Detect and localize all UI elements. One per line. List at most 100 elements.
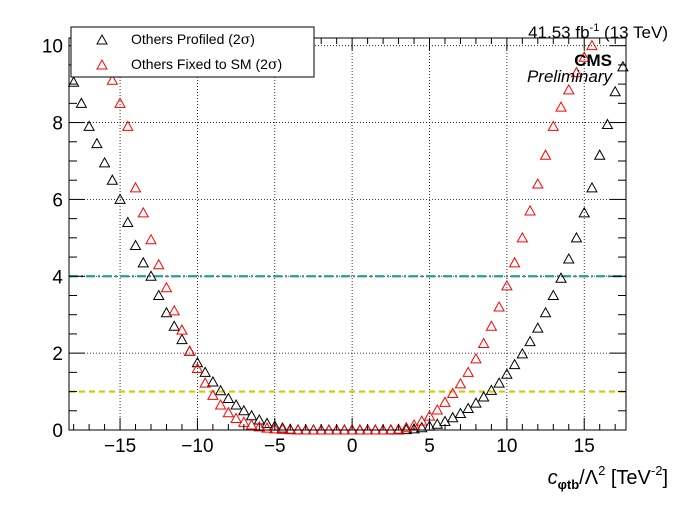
marker-series-0 [562, 252, 575, 264]
x-axis-title: cφtb/Λ2 [TeV-2] [548, 463, 668, 492]
series-markers [67, 39, 629, 435]
marker-series-0 [276, 422, 289, 433]
marker-series-0 [609, 85, 622, 97]
marker-series-1 [145, 233, 157, 245]
marker-series-1 [400, 421, 413, 433]
legend-label-fixed: Others Fixed to SM (2σ) [131, 56, 282, 73]
marker-series-0 [222, 392, 235, 403]
marker-series-0 [547, 289, 560, 300]
legend-label-profiled: Others Profiled (2σ) [131, 31, 255, 48]
marker-series-0 [516, 347, 529, 359]
marker-series-1 [284, 423, 297, 435]
marker-series-1 [454, 377, 467, 389]
marker-series-0 [83, 120, 95, 131]
y-tick-label: 10 [42, 37, 63, 58]
marker-series-0 [67, 76, 80, 87]
marker-series-0 [106, 174, 119, 185]
marker-series-1 [446, 387, 459, 398]
marker-series-1 [578, 51, 591, 62]
marker-series-0 [493, 377, 505, 388]
marker-series-1 [392, 423, 405, 434]
preliminary-label: Preliminary [527, 67, 614, 86]
marker-series-1 [183, 345, 196, 356]
marker-series-1 [137, 206, 150, 218]
marker-series-0 [508, 358, 521, 370]
x-tick-label: −10 [181, 436, 213, 457]
marker-series-1 [106, 74, 119, 85]
legend-box [70, 26, 315, 78]
marker-series-1 [439, 396, 451, 407]
marker-series-0 [555, 272, 567, 283]
marker-series-1 [222, 406, 235, 418]
marker-series-1 [493, 300, 505, 312]
marker-series-1 [384, 423, 397, 435]
marker-series-0 [129, 239, 142, 251]
grid-lines [69, 38, 626, 431]
y-tick-label: 6 [52, 190, 63, 211]
marker-series-1 [253, 420, 266, 432]
marker-series-1 [214, 398, 227, 410]
marker-series-0 [160, 306, 173, 318]
marker-series-1 [547, 120, 560, 131]
y-tick-label: 4 [52, 267, 63, 288]
marker-series-0 [191, 356, 204, 368]
marker-series-1 [199, 377, 212, 388]
y-tick-label: 0 [52, 421, 63, 442]
experiment-label: CMS [574, 51, 612, 70]
marker-series-1 [539, 149, 552, 160]
marker-series-1 [462, 366, 475, 377]
marker-series-0 [408, 422, 420, 434]
marker-series-0 [91, 137, 103, 149]
marker-series-1 [207, 389, 219, 400]
marker-series-1 [152, 258, 165, 270]
marker-series-0 [207, 375, 219, 387]
marker-series-0 [137, 256, 150, 268]
x-tick-label: 5 [424, 436, 435, 457]
marker-series-0 [98, 156, 111, 168]
legend-marker-fixed [96, 58, 108, 70]
legend: Others Profiled (2σ) Others Fixed to SM … [70, 26, 315, 78]
marker-series-1 [470, 352, 482, 364]
marker-series-0 [168, 320, 181, 331]
plot-frame [68, 37, 627, 431]
marker-series-1 [555, 101, 567, 112]
x-tick-label: 10 [496, 436, 517, 457]
marker-series-1 [168, 304, 181, 316]
x-tick-label: −5 [264, 436, 286, 457]
marker-series-0 [237, 404, 250, 416]
marker-series-0 [539, 306, 552, 318]
marker-series-1 [508, 256, 521, 268]
marker-series-1 [516, 231, 529, 243]
marker-series-1 [431, 403, 444, 415]
marker-series-0 [477, 390, 490, 402]
marker-series-1 [129, 181, 142, 193]
marker-series-1 [191, 362, 204, 374]
marker-series-1 [114, 97, 126, 108]
marker-series-0 [415, 421, 428, 433]
y-tick-label: 2 [52, 344, 63, 365]
marker-series-1 [562, 83, 575, 95]
marker-series-0 [462, 402, 475, 413]
marker-series-1 [160, 281, 173, 293]
x-tick-label: 0 [347, 436, 358, 457]
marker-series-0 [230, 398, 242, 410]
marker-series-0 [586, 181, 598, 193]
marker-series-1 [570, 66, 583, 78]
reference-lines [69, 275, 626, 393]
x-tick-label: −15 [104, 436, 136, 457]
marker-series-1 [276, 423, 289, 434]
marker-series-0 [75, 97, 88, 108]
marker-series-1 [524, 204, 536, 216]
marker-series-0 [601, 118, 614, 129]
x-tick-label: 15 [574, 436, 595, 457]
marker-series-1 [531, 178, 544, 189]
marker-series-0 [470, 397, 482, 408]
marker-series-1 [268, 422, 281, 434]
marker-series-0 [578, 206, 591, 218]
marker-series-1 [121, 120, 134, 131]
marker-series-0 [261, 417, 273, 428]
marker-series-1 [477, 337, 490, 349]
marker-series-0 [617, 60, 629, 72]
